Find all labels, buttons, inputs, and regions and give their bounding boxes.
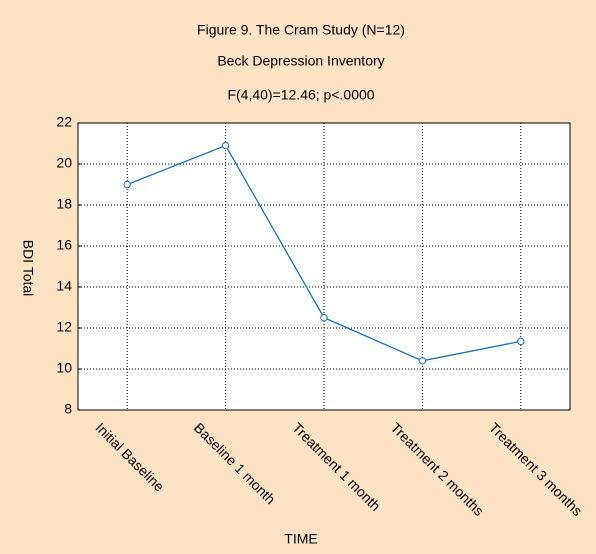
y-tick-label: 10: [56, 360, 72, 376]
y-tick-label: 18: [56, 196, 72, 212]
point: [418, 357, 427, 365]
point: [517, 337, 525, 346]
point: [221, 141, 230, 150]
annotation: F(4,40)=12.46; p<.0000: [227, 87, 374, 103]
x-axis-label: TIME: [284, 531, 317, 547]
chart-subtitle: Beck Depression Inventory: [217, 53, 384, 69]
y-tick-label: 22: [56, 114, 72, 130]
y-tick-label: 20: [56, 155, 72, 171]
y-axis-label: BDI Total: [20, 240, 36, 297]
y-tick-label: 12: [56, 319, 72, 335]
point: [320, 314, 328, 322]
y-tick-label: 14: [56, 278, 72, 294]
y-tick-label: 16: [56, 237, 72, 253]
point: [123, 180, 131, 189]
chart-title: Figure 9. The Cram Study (N=12): [197, 22, 405, 38]
y-tick-label: 8: [64, 401, 72, 417]
